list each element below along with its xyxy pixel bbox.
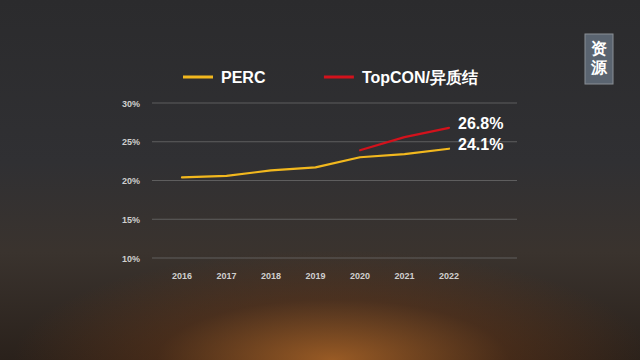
lines (182, 128, 449, 178)
x-tick-label: 2022 (439, 271, 459, 281)
grid-line (152, 180, 517, 181)
watermark-text: 资 (591, 40, 607, 57)
y-tick-label: 30% (122, 99, 140, 109)
legend-swatch (183, 76, 213, 79)
legend-label: PERC (221, 69, 266, 86)
x-tick-label: 2017 (216, 271, 236, 281)
legend-swatch (324, 76, 354, 79)
y-tick-label: 10% (122, 254, 140, 264)
x-tick-label: 2021 (394, 271, 414, 281)
series-line (360, 128, 449, 150)
data-label: 26.8% (458, 115, 503, 132)
watermark-text: 源 (590, 59, 608, 76)
x-tick-label: 2016 (172, 271, 192, 281)
x-tick-label: 2019 (305, 271, 325, 281)
grid-line (152, 103, 517, 104)
watermark-badge (585, 34, 613, 84)
legend-label: TopCON/异质结 (362, 69, 478, 86)
grid-line (152, 219, 517, 220)
y-tick-label: 25% (122, 137, 140, 147)
x-tick-label: 2018 (261, 271, 281, 281)
y-tick-label: 20% (122, 176, 140, 186)
series-line (182, 149, 449, 178)
x-tick-label: 2020 (350, 271, 370, 281)
grid-line (152, 258, 517, 259)
data-label: 24.1% (458, 136, 503, 153)
chart: 10% 15% 20% 25% 30% 2016 2017 2018 2019 2020 2021 2… (0, 0, 640, 360)
y-tick-label: 15% (122, 215, 140, 225)
